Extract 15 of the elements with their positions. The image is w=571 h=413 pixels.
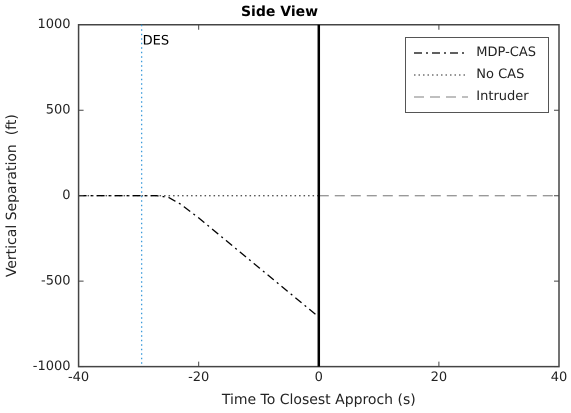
x-tick-label: 40 <box>550 370 568 385</box>
legend-label: MDP-CAS <box>476 45 536 60</box>
y-tick-label: 1000 <box>37 17 71 32</box>
y-tick-label: 0 <box>62 188 71 204</box>
y-tick-label: 500 <box>46 102 71 118</box>
x-tick-label: -20 <box>188 370 210 385</box>
chart-title: Side View <box>240 4 318 20</box>
ref-line-label: DES <box>142 34 170 49</box>
x-tick-label: 20 <box>430 370 448 385</box>
x-axis-title: Time To Closest Approch (s) <box>220 392 416 408</box>
legend-label: Intruder <box>476 89 529 104</box>
y-axis-title: Vertical Separation (ft) <box>4 114 20 278</box>
y-tick-label: -500 <box>41 274 71 289</box>
x-tick-label: 0 <box>314 370 323 385</box>
legend-label: No CAS <box>476 67 524 82</box>
